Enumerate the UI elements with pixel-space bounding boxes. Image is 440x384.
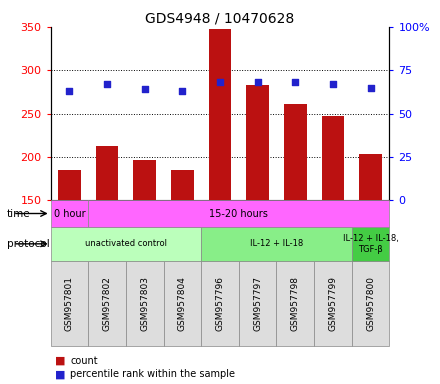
Text: unactivated control: unactivated control xyxy=(85,239,167,248)
Point xyxy=(330,81,337,87)
Text: count: count xyxy=(70,356,98,366)
Text: ■: ■ xyxy=(55,369,66,379)
Point xyxy=(66,88,73,94)
Bar xyxy=(88,200,389,227)
Bar xyxy=(359,154,382,200)
Point xyxy=(141,86,148,93)
Bar xyxy=(51,200,88,227)
Bar xyxy=(276,261,314,346)
Bar xyxy=(171,170,194,200)
Title: GDS4948 / 10470628: GDS4948 / 10470628 xyxy=(145,12,295,26)
Bar xyxy=(209,29,231,200)
Text: ■: ■ xyxy=(55,356,66,366)
Point xyxy=(179,88,186,94)
Text: GSM957803: GSM957803 xyxy=(140,276,149,331)
Point xyxy=(367,84,374,91)
Text: protocol: protocol xyxy=(7,239,49,249)
Bar xyxy=(126,261,164,346)
Text: GSM957799: GSM957799 xyxy=(328,276,337,331)
Text: IL-12 + IL-18: IL-12 + IL-18 xyxy=(250,239,303,248)
Bar xyxy=(284,104,307,200)
Point xyxy=(292,79,299,86)
Bar xyxy=(314,261,352,346)
Bar xyxy=(201,261,239,346)
Bar xyxy=(51,227,201,261)
Text: GSM957800: GSM957800 xyxy=(366,276,375,331)
Bar xyxy=(133,160,156,200)
Text: 0 hour: 0 hour xyxy=(54,209,85,218)
Text: GSM957797: GSM957797 xyxy=(253,276,262,331)
Text: 15-20 hours: 15-20 hours xyxy=(209,209,268,218)
Bar xyxy=(352,261,389,346)
Bar xyxy=(352,227,389,261)
Point xyxy=(103,81,110,87)
Bar xyxy=(201,227,352,261)
Bar xyxy=(164,261,201,346)
Bar xyxy=(58,170,81,200)
Text: time: time xyxy=(7,209,30,218)
Point xyxy=(254,79,261,86)
Bar xyxy=(322,116,344,200)
Text: GSM957796: GSM957796 xyxy=(216,276,224,331)
Bar xyxy=(239,261,276,346)
Text: percentile rank within the sample: percentile rank within the sample xyxy=(70,369,235,379)
Text: GSM957798: GSM957798 xyxy=(291,276,300,331)
Bar xyxy=(88,261,126,346)
Text: GSM957801: GSM957801 xyxy=(65,276,74,331)
Bar xyxy=(246,85,269,200)
Bar xyxy=(96,146,118,200)
Text: IL-12 + IL-18,
TGF-β: IL-12 + IL-18, TGF-β xyxy=(343,234,399,253)
Text: GSM957802: GSM957802 xyxy=(103,276,112,331)
Bar xyxy=(51,261,88,346)
Point xyxy=(216,79,224,86)
Text: GSM957804: GSM957804 xyxy=(178,276,187,331)
